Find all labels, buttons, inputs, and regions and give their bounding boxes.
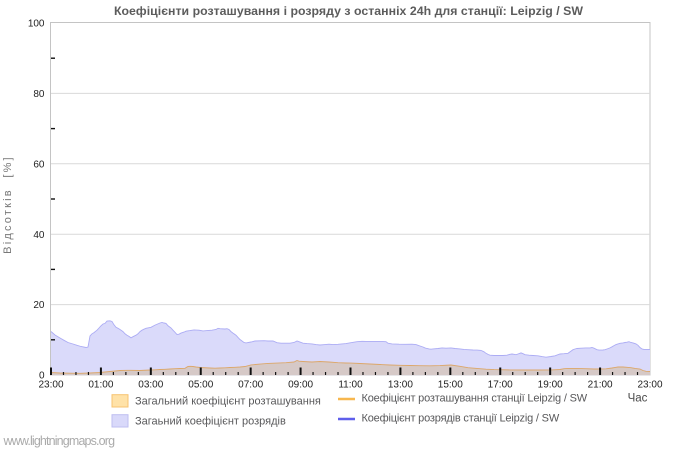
svg-text:19:00: 19:00 — [538, 380, 563, 391]
svg-text:01:00: 01:00 — [88, 380, 113, 391]
svg-text:03:00: 03:00 — [138, 380, 163, 391]
svg-text:15:00: 15:00 — [438, 380, 463, 391]
svg-text:Коефіцієнт розрядів станції Le: Коефіцієнт розрядів станції Leipzig / SW — [362, 412, 560, 424]
svg-text:80: 80 — [33, 89, 45, 100]
svg-text:11:00: 11:00 — [338, 380, 363, 391]
svg-text:05:00: 05:00 — [188, 380, 213, 391]
svg-text:40: 40 — [33, 230, 45, 241]
svg-text:09:00: 09:00 — [288, 380, 313, 391]
svg-text:Загальний коефіцієнт розташува: Загальний коефіцієнт розташування — [135, 396, 321, 408]
svg-text:23:00: 23:00 — [637, 380, 662, 391]
svg-text:17:00: 17:00 — [488, 380, 513, 391]
svg-text:Відсотків [%]: Відсотків [%] — [2, 155, 14, 254]
svg-text:Загаьний коефіцієнт розрядів: Загаьний коефіцієнт розрядів — [135, 416, 286, 428]
svg-text:60: 60 — [33, 159, 45, 170]
svg-text:07:00: 07:00 — [238, 380, 263, 391]
svg-text:13:00: 13:00 — [388, 380, 413, 391]
svg-text:23:00: 23:00 — [38, 380, 63, 391]
svg-text:Час: Час — [628, 393, 648, 405]
svg-text:100: 100 — [28, 19, 45, 30]
svg-text:Коефіцієнт розташування станці: Коефіцієнт розташування станції Leipzig … — [362, 392, 588, 404]
svg-text:20: 20 — [33, 300, 45, 311]
svg-text:Коефіцієнти розташування і роз: Коефіцієнти розташування і розряду з ост… — [114, 4, 583, 18]
svg-text:0: 0 — [39, 371, 45, 382]
svg-text:21:00: 21:00 — [588, 380, 613, 391]
svg-text:www.lightningmaps.org: www.lightningmaps.org — [3, 434, 116, 448]
